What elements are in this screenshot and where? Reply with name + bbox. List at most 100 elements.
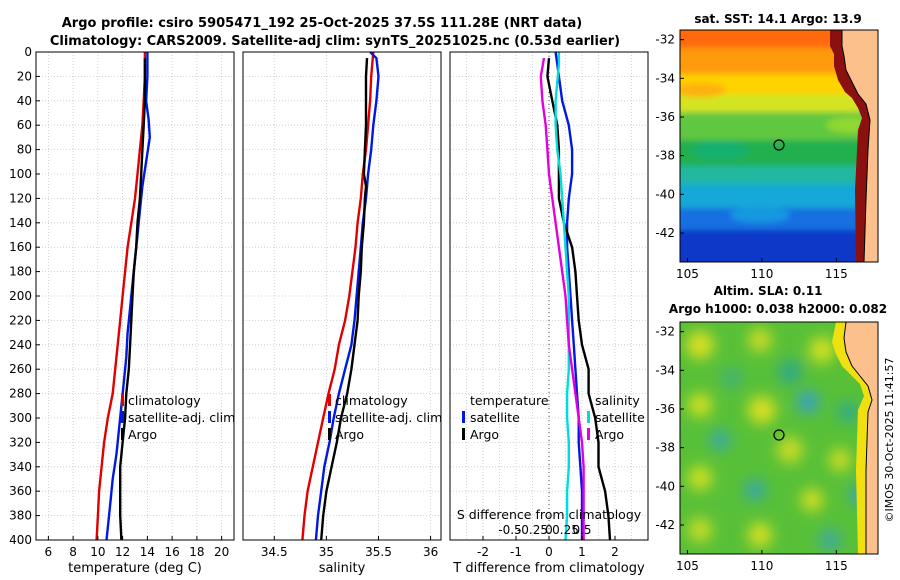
title-line-2: Climatology: CARS2009. Satellite-adj cli… (50, 34, 620, 49)
x-tick-label: 10 (90, 545, 105, 559)
series-line-1 (546, 57, 612, 541)
legend-label-1: satellite-adj. clim (335, 410, 442, 425)
legend-label-1: satellite-adj. clim (128, 410, 235, 425)
imos-credit: ©IMOS 30-Oct-2025 11:41:57 (883, 357, 896, 522)
map-y-tick-label: -38 (655, 441, 675, 455)
x-tick-label: 14 (140, 545, 155, 559)
x-tick-label: 34.5 (261, 545, 288, 559)
sst-map-axes: 105 110 115 -32 -34 -36 -38 -40 -42 (655, 33, 847, 281)
y-tick-label: 120 (9, 191, 32, 205)
x-axis-label: T difference from climatology (452, 561, 645, 576)
x-tick-label: 12 (115, 545, 130, 559)
series-line-3 (539, 57, 585, 540)
series-line-2 (554, 52, 570, 541)
x-axis-label: salinity (319, 561, 366, 576)
legend-label-2: Argo (128, 427, 157, 442)
sla-landmass-interior (843, 322, 878, 554)
map-y-tick-label: -32 (655, 325, 675, 339)
legend-swatch-2 (121, 428, 124, 440)
map-x-tick-label: 115 (825, 267, 848, 281)
legend-label-t-1: satellite (470, 410, 520, 425)
x-tick-label: 20 (214, 545, 229, 559)
x2-tick-label: 0.5 (572, 523, 591, 537)
series-line-2 (119, 58, 147, 541)
legend-label-t-0: temperature (470, 393, 549, 408)
x2-tick-label: 0.25 (552, 523, 579, 537)
x2-tick-label: -0.5 (498, 523, 521, 537)
x-tick-label: -2 (477, 545, 489, 559)
difference-panel: -2 -1 0 1 2 T difference from climatology temp… (449, 51, 649, 576)
sst-map-title: sat. SST: 14.1 Argo: 13.9 (694, 12, 861, 26)
series-line-0 (95, 52, 147, 541)
map-y-tick-label: -34 (655, 71, 675, 85)
y-tick-label: 280 (9, 387, 32, 401)
legend-swatch-1 (121, 411, 124, 423)
y-tick-label: 380 (9, 509, 32, 523)
x-tick-label: 1 (578, 545, 586, 559)
map-y-tick-label: -40 (655, 479, 675, 493)
legend-swatch-t-1 (462, 411, 465, 423)
map-y-tick-label: -32 (655, 33, 675, 47)
legend-label-s-0: salinity (595, 393, 640, 408)
x2-tick-label: -0.25 (517, 523, 548, 537)
legend-label-0: climatology (128, 393, 201, 408)
series-line-1 (314, 51, 380, 541)
y-tick-label: 60 (17, 118, 32, 132)
y-tick-label: 20 (17, 69, 32, 83)
map-y-tick-label: -40 (655, 187, 675, 201)
temperature-panel: 0 20 40 60 80 100 120 140 160 180 200 220 240 260 280 3… (9, 45, 235, 576)
y-tick-label: 220 (9, 313, 32, 327)
sst-field (680, 30, 878, 262)
map-y-tick-label: -38 (655, 149, 675, 163)
y-tick-label: 140 (9, 216, 32, 230)
x-tick-label: 35.5 (365, 545, 392, 559)
sla-map-axes: 105 110 115 -32 -34 -36 -38 -40 -42 (655, 325, 847, 573)
x-tick-label: 2 (611, 545, 619, 559)
sla-map-title-line-2: Argo h1000: 0.038 h2000: 0.082 (669, 302, 887, 316)
sst-landmass-interior (841, 30, 878, 262)
legend-swatch-2 (328, 428, 331, 440)
sla-map-frame (679, 321, 879, 555)
map-y-tick-label: -42 (655, 518, 675, 532)
x-tick-label: 16 (164, 545, 179, 559)
y-tick-label: 80 (17, 143, 32, 157)
x-tick-label: -1 (510, 545, 522, 559)
y-tick-label: 400 (9, 533, 32, 547)
legend-swatch-s-2 (587, 428, 590, 440)
map-x-tick-label: 115 (825, 559, 848, 573)
y-tick-label: 260 (9, 362, 32, 376)
y-tick-label: 200 (9, 289, 32, 303)
map-y-tick-label: -36 (655, 402, 675, 416)
sla-field (680, 322, 878, 554)
x-tick-label: 0 (545, 545, 553, 559)
legend-label-2: Argo (335, 427, 364, 442)
map-x-tick-label: 110 (750, 559, 773, 573)
title-line-1: Argo profile: csiro 5905471_192 25-Oct-2… (62, 16, 583, 31)
series-line-0 (301, 51, 375, 541)
y-tick-label: 0 (24, 45, 32, 59)
map-x-tick-label: 110 (750, 267, 773, 281)
legend-swatch-0 (121, 394, 124, 406)
map-y-tick-label: -34 (655, 363, 675, 377)
y-tick-label: 100 (9, 167, 32, 181)
x-tick-label: 6 (45, 545, 53, 559)
x-axis-label: temperature (deg C) (68, 561, 202, 576)
sst-argo-marker (773, 139, 785, 151)
y-tick-label: 360 (9, 484, 32, 498)
series-line-0 (554, 51, 584, 540)
axes-frame (242, 51, 442, 541)
x2-axis-label: S difference from climatology (457, 507, 642, 522)
legend-label-s-1: satellite (595, 410, 645, 425)
y-tick-label: 40 (17, 94, 32, 108)
legend-label-0: climatology (335, 393, 408, 408)
series-line-2 (320, 58, 369, 541)
legend-swatch-t-2 (462, 428, 465, 440)
legend-swatch-0 (328, 394, 331, 406)
legend-swatch-s-1 (587, 411, 590, 423)
salinity-panel: 34.5 35 35.5 36 salinity climatology satellite… (242, 51, 442, 576)
sst-map-frame (679, 29, 879, 263)
y-tick-label: 180 (9, 265, 32, 279)
y-tick-label: 340 (9, 460, 32, 474)
x-tick-label: 36 (423, 545, 438, 559)
